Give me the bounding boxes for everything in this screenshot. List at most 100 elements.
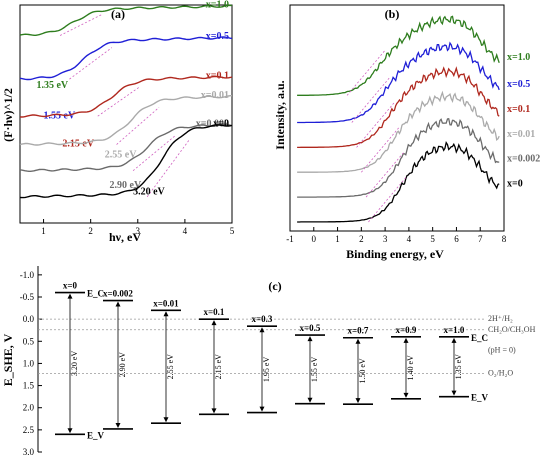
panel-a-tangent-line: [59, 13, 103, 36]
panel-b-ylabel: Intensity, a.u.: [273, 80, 287, 149]
panel-c-category-label: x=0.002: [103, 289, 133, 299]
panel-c-gap-label: 2.15 eV: [214, 354, 223, 380]
panel-c-category-label: x=0.5: [300, 323, 321, 333]
panel-a-series-label: x=0: [213, 118, 229, 129]
panel-c-category-label: x=0.9: [396, 325, 417, 335]
panel-c-category-label: x=1.0: [444, 325, 465, 335]
panel-b-curves: x=1.0 x=0.5 x=0.1 x=0.01 x=0.002 x=0: [297, 15, 540, 223]
panel-a-curve: [19, 124, 233, 199]
panel-a-series-label: x=0.1: [206, 70, 229, 81]
panel-b-x-tick-label: 4: [407, 234, 412, 244]
panel-b-frame: [289, 4, 505, 232]
panel-c-arrowhead-down: [307, 397, 313, 403]
panel-a-label: (a): [111, 7, 125, 21]
panel-c-y-tick-label: 1.0: [23, 358, 35, 368]
panel-b-series-label: x=0.1: [507, 104, 530, 115]
panel-c-y-tick-label: 1.5: [23, 381, 35, 391]
panel-b-x-tick-label: -1: [286, 234, 294, 244]
panel-c-band-diagram: x=0 3.20 eV x=0.002 2.90 eV x=0.01 2.55 eV x=0…: [55, 281, 489, 440]
panel-b-tangent-line: [361, 126, 400, 173]
panel-a-curves: x=1.0 1.35 eV x=0.5 1.55 eV x=0.1 2.15 eV x=0.…: [19, 0, 233, 199]
panel-a-x-tick-label: 2: [88, 226, 93, 236]
panel-c-arrowhead-down: [163, 417, 169, 423]
panel-a-curve: [19, 75, 233, 118]
panel-c-reference-label: 2H⁺/H₂: [488, 314, 513, 323]
panel-c-category-label: x=0.01: [153, 298, 179, 308]
panel-c-ev-annotation: E_V: [471, 393, 489, 403]
panel-c-arrowhead-up: [115, 301, 121, 307]
panel-c-reference-label: CH₂O/CH₃OH: [488, 325, 536, 334]
panel-c-arrowhead-up: [259, 327, 265, 333]
panel-a-tangent-line: [132, 135, 176, 171]
panel-b-x-tick-label: 3: [383, 234, 388, 244]
panel-b-x-tick-label: 1: [335, 234, 340, 244]
panel-a-x-tick-label: 1: [41, 226, 46, 236]
panel-b-tangent-line: [365, 151, 405, 198]
panel-b-label: (b): [385, 7, 400, 21]
panel-c-arrowhead-up: [163, 311, 169, 317]
panel-c-category-label: x=0.3: [252, 314, 273, 324]
panel-c-arrowhead-down: [451, 390, 457, 396]
panel-a-curve: [19, 36, 233, 81]
panel-b-series-label: x=0.002: [507, 154, 540, 165]
panel-a-band-gap-label: 1.55 eV: [44, 110, 76, 121]
panel-c-label: (c): [268, 279, 281, 293]
panel-b: (b) Binding energy, eV Intensity, a.u. -…: [273, 4, 540, 261]
panel-c-y-tick-label: 2.5: [23, 425, 35, 435]
panel-c-category-label: x=0.7: [348, 326, 369, 336]
panel-a-series-label: x=1.0: [206, 0, 229, 10]
panel-a-band-gap-label: 3.20 eV: [133, 187, 165, 198]
panel-c-ylabel: E_SHE, V: [1, 333, 15, 386]
panel-c-arrowhead-up: [451, 337, 457, 343]
panel-c-arrowhead-down: [259, 406, 265, 412]
panel-b-x-tick-label: 6: [454, 234, 459, 244]
panel-c-y-tick-label: 0.5: [23, 336, 35, 346]
panel-c-ph-note: (pH = 0): [488, 345, 516, 354]
panel-c-arrowhead-down: [211, 408, 217, 414]
panel-a-curve: [19, 4, 233, 36]
panel-a-curve: [19, 95, 232, 146]
panel-c-gap-label: 1.40 eV: [406, 355, 415, 381]
panel-a-curve: [19, 123, 233, 172]
panel-a: (a) hν, eV (F·hν)^1/2 1 2 3 4 5 x=1.0 1.35 eV…: [1, 0, 235, 244]
panel-c-gap-label: 2.90 eV: [118, 352, 127, 378]
panel-c-ec-annotation: E_C: [471, 333, 488, 343]
panel-c-gap-label: 3.20 eV: [70, 351, 79, 377]
panel-c-arrowhead-down: [403, 392, 409, 398]
panel-c-ec-annotation: E_C: [87, 289, 104, 299]
panel-b-series-label: x=0.5: [507, 79, 530, 90]
panel-b-x-tick-label: 0: [312, 234, 317, 244]
panel-a-x-ticks: 1 2 3 4 5: [41, 219, 235, 236]
panel-c-gap-label: 1.50 eV: [358, 358, 367, 384]
panel-a-frame: [19, 4, 233, 224]
panel-b-curve: [297, 90, 500, 173]
panel-a-band-gap-label: 2.15 eV: [62, 139, 94, 150]
panel-b-series-label: x=1.0: [507, 52, 530, 63]
panel-b-tangent-line: [356, 101, 395, 148]
panel-c-gap-label: 2.55 eV: [166, 354, 175, 380]
panel-a-x-tick-label: 4: [183, 226, 188, 236]
panel-a-x-tick-label: 5: [230, 226, 235, 236]
panel-c-y-ticks: -1.0 -0.5 0.0 0.5 1.0 1.5 2.0 2.5 3.0: [20, 270, 42, 457]
panel-a-tangent-line: [69, 47, 113, 80]
panel-c-y-tick-label: -0.5: [20, 292, 35, 302]
panel-c-y-tick-label: -1.0: [20, 270, 35, 280]
panel-c-arrowhead-up: [211, 320, 217, 326]
panel-c-category-label: x=0: [63, 281, 78, 291]
panel-a-ylabel: (F·hν)^1/2: [1, 88, 15, 142]
panel-b-curve: [297, 66, 500, 149]
panel-b-series-label: x=0: [507, 179, 523, 190]
panel-c-arrowhead-up: [403, 337, 409, 343]
panel-a-band-gap-label: 2.90 eV: [110, 180, 142, 191]
panel-a-series-label: x=0.002: [196, 118, 229, 129]
panel-b-curve: [297, 141, 500, 223]
panel-b-curve: [297, 15, 500, 96]
panel-b-curve: [297, 117, 500, 198]
panel-b-xlabel: Binding energy, eV: [346, 247, 444, 261]
panel-a-tangent-line: [97, 86, 141, 117]
panel-b-x-tick-label: 5: [430, 234, 435, 244]
panel-b-series-label: x=0.01: [507, 129, 535, 140]
panel-c-y-tick-label: 3.0: [23, 447, 35, 457]
panel-c-y-tick-label: 0.0: [23, 314, 35, 324]
